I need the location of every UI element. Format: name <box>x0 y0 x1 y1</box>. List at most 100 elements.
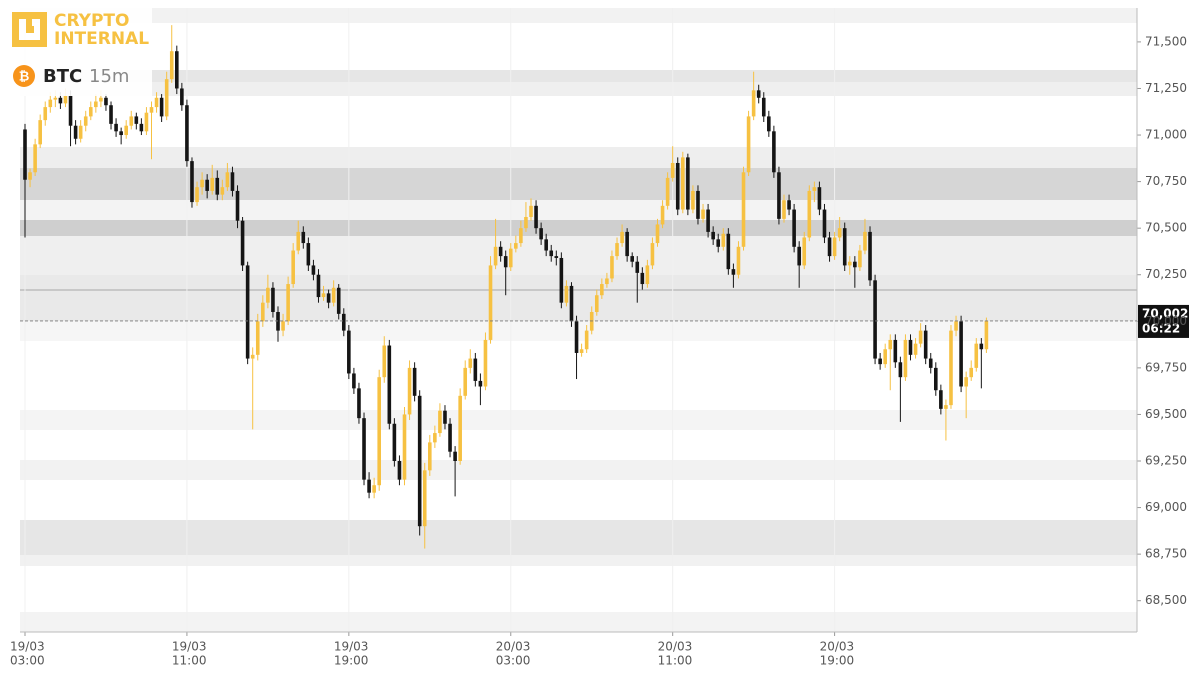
candle-body <box>255 321 260 355</box>
candle-body <box>670 162 675 178</box>
candle-body <box>736 246 741 275</box>
grid <box>24 8 1141 636</box>
y-tick-label: 69,750 <box>1145 360 1187 374</box>
candle-body <box>847 261 852 266</box>
candle-body <box>266 287 270 303</box>
candle-body <box>38 120 42 145</box>
candle-body <box>352 373 356 389</box>
y-tick-label: 68,500 <box>1145 593 1187 607</box>
candle-body <box>210 177 215 191</box>
candle-body <box>928 358 933 368</box>
candle-body <box>650 243 655 266</box>
candle-body <box>969 367 974 378</box>
candle-body <box>387 345 392 424</box>
candle-body <box>68 95 73 126</box>
candle-body <box>271 287 275 312</box>
candle-body <box>574 321 579 353</box>
candle-body <box>569 285 574 322</box>
candle-body <box>554 256 559 258</box>
candle-body <box>594 295 599 312</box>
candle-body <box>660 205 665 225</box>
candle-body <box>372 485 376 493</box>
candle-body <box>109 105 113 124</box>
candle-body <box>898 362 903 378</box>
candle-body <box>493 246 498 266</box>
candle-body <box>681 157 685 210</box>
last-price-box <box>1138 304 1189 338</box>
candle-body <box>782 200 786 219</box>
candle-body <box>792 209 796 247</box>
candle-body <box>377 377 381 486</box>
candle-body <box>159 97 164 117</box>
countdown: 06:22 <box>1142 321 1180 335</box>
y-tick-label: 70,500 <box>1145 221 1187 235</box>
coin-glyph: ₿ <box>19 70 30 85</box>
candle-body <box>655 224 660 244</box>
candle-body <box>225 172 230 188</box>
candle-body <box>134 116 139 124</box>
y-tick-label: 68,750 <box>1145 547 1187 561</box>
candle-body <box>336 287 341 314</box>
candle-body <box>579 349 584 353</box>
candle-body <box>412 367 417 396</box>
candle-body <box>519 228 523 244</box>
candle-body <box>893 339 898 363</box>
candle-body <box>23 129 27 180</box>
candle-body <box>797 246 801 266</box>
candle-body <box>407 367 412 415</box>
x-tick-date: 19/03 <box>334 640 369 654</box>
header: CRYPTO INTERNAL ₿ BTC 15m <box>0 0 152 96</box>
candle-body <box>767 116 771 132</box>
candle-body <box>139 123 144 132</box>
candle-body <box>787 200 791 210</box>
candle-body <box>392 423 397 462</box>
candle-body <box>119 131 123 136</box>
candle-body <box>99 97 103 102</box>
coin-icon <box>13 65 35 87</box>
candle-body <box>453 451 457 462</box>
candle-body <box>503 256 508 268</box>
candle-body <box>812 187 817 191</box>
symbol: BTC <box>43 66 82 87</box>
candle-body <box>615 243 619 257</box>
candle-body <box>175 51 179 89</box>
candle-body <box>842 228 847 266</box>
candle-body <box>422 470 427 527</box>
candle-body <box>878 358 882 365</box>
candle-body <box>326 293 331 303</box>
candle-body <box>675 162 680 210</box>
candle-body <box>261 302 265 322</box>
candle-body <box>149 107 154 113</box>
candle-body <box>230 172 235 191</box>
candle-body <box>306 243 311 266</box>
candle-body <box>397 461 402 480</box>
candle-body <box>529 205 533 217</box>
candle-body <box>235 190 240 221</box>
candle-body <box>417 395 422 527</box>
candle-body <box>104 97 108 106</box>
candle-body <box>863 231 867 251</box>
y-tick-label: 71,500 <box>1145 34 1187 48</box>
candle-body <box>185 105 189 162</box>
candle-body <box>696 190 700 219</box>
candle-body <box>250 354 255 359</box>
candle-body <box>600 284 604 296</box>
candle-body <box>483 339 488 387</box>
last-price-label: 70,002 <box>1142 306 1188 320</box>
candle-body <box>53 97 58 100</box>
candle-body <box>48 99 53 108</box>
x-tick-time: 03:00 <box>496 654 531 668</box>
candle-body <box>144 112 149 132</box>
candle-body <box>645 265 650 285</box>
candle-body <box>559 257 564 303</box>
candle-body <box>665 177 670 206</box>
candle-body <box>777 172 781 219</box>
candle-body <box>832 237 837 257</box>
candle-body <box>918 330 923 344</box>
candle-body <box>605 278 609 285</box>
candle-body <box>979 343 984 350</box>
candle-body <box>635 261 640 273</box>
candle-body <box>63 95 68 104</box>
candle-body <box>114 123 118 132</box>
